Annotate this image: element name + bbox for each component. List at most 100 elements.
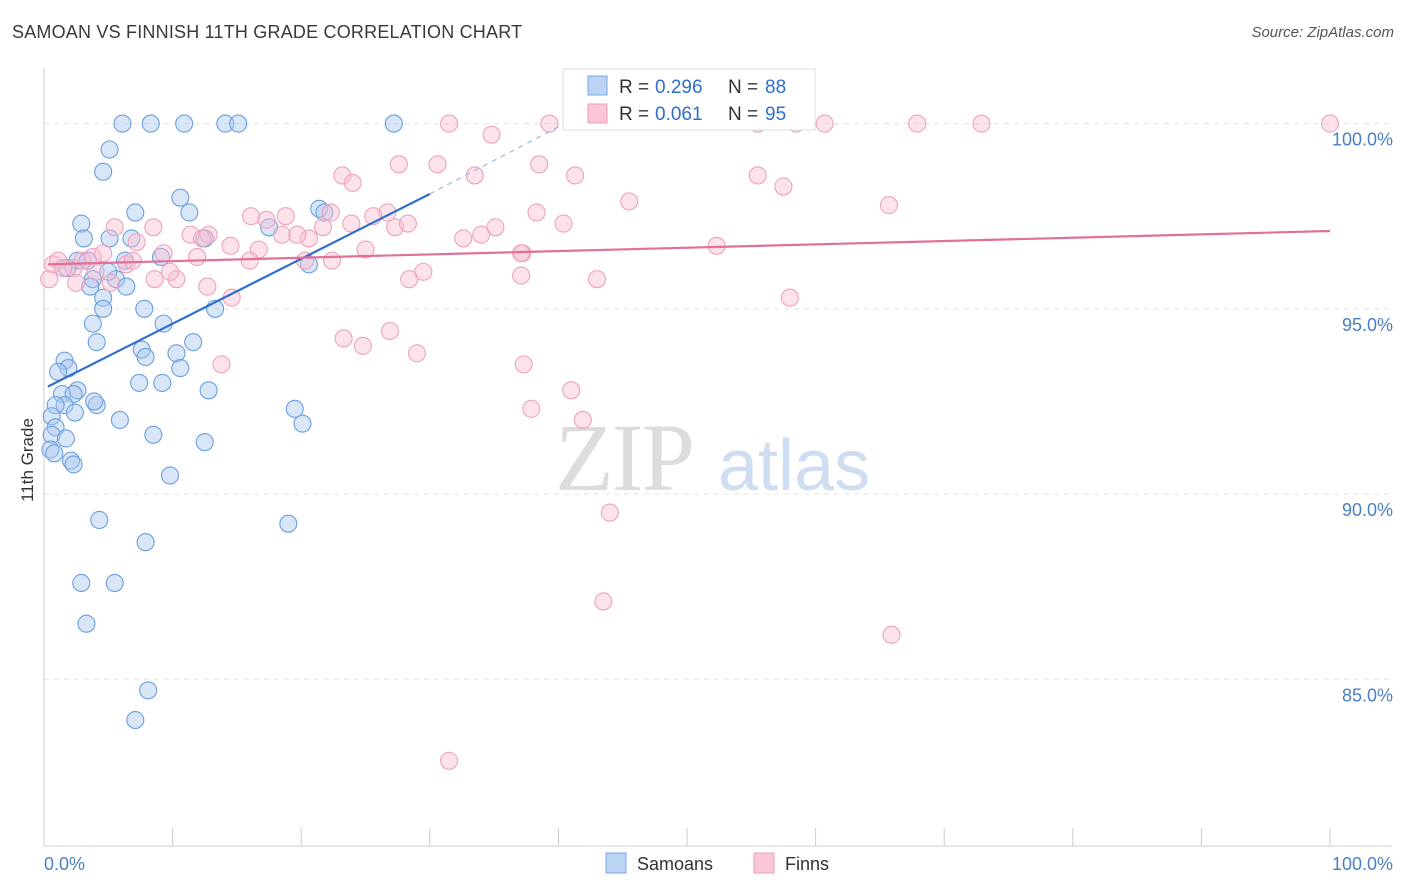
samoans-point-66 [45,444,64,463]
x-tick-label-1: 100.0% [1332,854,1393,874]
samoans-point-76 [139,681,158,700]
finns-point-86 [127,233,146,252]
trend-lines [47,123,1331,388]
legend-r-label-0: R = [619,77,649,98]
finns-point-60 [101,273,120,292]
finns-point-9 [389,155,408,174]
samoans-point-31 [94,299,113,318]
finns-point-85 [105,218,124,237]
legend-n-value-1: 95 [765,104,786,125]
finns-point-12 [465,166,484,185]
finns-point-36 [272,225,291,244]
samoans-point-4 [229,114,248,133]
finns-point-62 [167,270,186,289]
samoans-point-6 [100,140,119,159]
finns-point-16 [343,173,362,192]
y-tick-label-1: 90.0% [1342,500,1393,520]
finns-point-89 [86,262,105,281]
trend-line-samoans [47,192,431,388]
finns-point-18 [321,203,340,222]
finns-point-77 [882,625,901,644]
samoans-point-2 [175,114,194,133]
finns-point-54 [400,270,419,289]
samoans-point-14 [74,229,93,248]
finns-point-88 [356,240,375,259]
legend-n-label-0: N = [728,77,758,98]
finns-point-57 [587,270,607,289]
samoans-point-40 [136,347,155,367]
samoans-point-3 [216,114,235,133]
samoans-point-56 [42,407,61,426]
finns-point-11 [530,155,549,174]
finns-point-1 [540,114,559,133]
y-tick-label-3: 100.0% [1332,130,1393,150]
finns-point-23 [486,218,505,237]
finns-point-8 [482,125,501,144]
samoans-point-34 [83,314,102,333]
samoans-point-69 [160,466,180,485]
finns-point-10 [428,155,447,174]
legend: R = 0.296 N = 88 R = 0.061 N = 95 [562,68,816,131]
finns-point-47 [94,244,113,263]
finns-point-59 [67,273,86,292]
samoans-point-50 [199,381,218,400]
finns-point-81 [241,207,261,226]
finns-point-13 [566,166,585,185]
finns-point-67 [334,329,353,348]
finns-point-28 [314,218,333,237]
finns-point-50 [187,247,207,266]
legend-r-label-1: R = [619,104,649,125]
finns-point-73 [522,399,541,418]
samoans-point-36 [87,333,106,352]
chart-title: SAMOAN VS FINNISH 11TH GRADE CORRELATION… [12,22,523,42]
samoans-point-5 [384,114,403,133]
samoans-point-29 [117,277,136,296]
finns-point-65 [780,288,799,307]
samoans-point-71 [279,514,298,533]
samoans-point-55 [65,403,84,422]
finns-point-37 [299,229,318,248]
finns-point-24 [527,203,546,222]
samoans-point-54 [46,396,65,415]
legend-n-label-1: N = [728,104,758,125]
finns-point-21 [879,196,898,215]
finns-point-25 [554,214,573,233]
samoans-point-68 [64,455,83,474]
finns-point-76 [594,592,613,611]
samoans-point-77 [126,710,145,730]
finns-point-90 [54,259,73,278]
finns-point-14 [748,166,767,185]
finns-point-58 [40,270,59,289]
samoans-point-10 [126,203,145,222]
finns-point-15 [333,166,352,185]
bottom-legend-label-finns: Finns [785,854,829,874]
finns-point-38 [221,236,240,255]
samoans-point-43 [171,359,190,378]
bottom-legend: Samoans Finns [605,852,829,874]
finns-point-33 [144,218,163,237]
samoans-point-9 [180,203,199,222]
finns-point-20 [620,192,639,211]
watermark: ZIP atlas [555,404,870,511]
samoans-point-17 [315,203,334,222]
samoans-point-12 [72,214,91,233]
finns-point-75 [600,503,619,522]
finns-point-6 [972,114,991,133]
legend-r-value-1: 0.061 [655,104,703,125]
finns-point-51 [240,251,259,270]
bottom-legend-label-samoans: Samoans [637,854,713,874]
samoans-point-61 [42,425,61,444]
finns-point-7 [1320,114,1340,133]
finns-point-61 [145,270,164,289]
finns-point-26 [276,207,295,226]
legend-swatch-samoans [587,75,608,96]
samoans-point-1 [141,114,160,133]
finns-point-82 [288,225,307,244]
finns-point-84 [472,225,491,244]
samoans-point-53 [85,392,104,411]
finns-point-49 [154,244,173,263]
samoans-point-65 [195,433,214,452]
source-credit: Source: ZipAtlas.com [1251,24,1394,41]
finns-point-55 [414,262,433,281]
